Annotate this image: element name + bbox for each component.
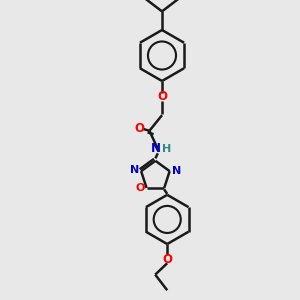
Text: O: O <box>157 90 167 103</box>
Text: H: H <box>162 144 171 154</box>
Text: N: N <box>130 165 139 175</box>
Text: O: O <box>162 253 172 266</box>
Text: O: O <box>134 122 144 135</box>
Text: N: N <box>172 166 181 176</box>
Text: N: N <box>151 142 161 155</box>
Text: O: O <box>135 183 145 193</box>
